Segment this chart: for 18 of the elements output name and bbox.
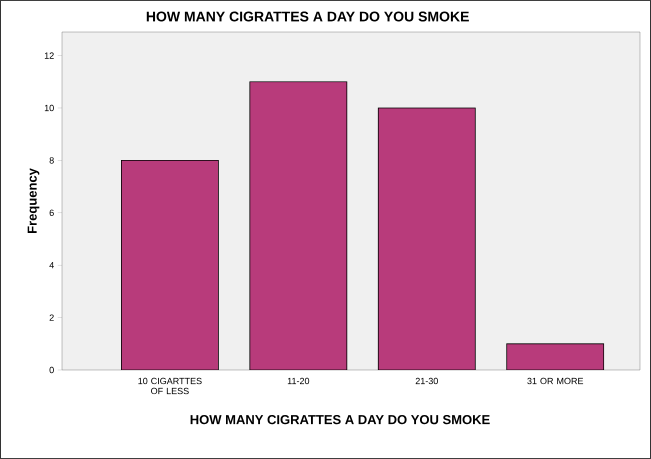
y-axis-title: Frequency: [28, 168, 40, 234]
bar: [120, 160, 219, 370]
chart-title: HOW MANY CIGRATTES A DAY DO YOU SMOKE: [146, 12, 469, 22]
y-tick-label: 0: [50, 366, 54, 374]
x-tick-label: 11-20: [288, 378, 310, 384]
y-tick-label: 2: [50, 314, 54, 321]
x-axis-title: HOW MANY CIGRATTES A DAY DO YOU SMOKE: [190, 415, 490, 424]
x-tick-label: 10 CIGARTTES OF LESS: [138, 378, 202, 394]
bar: [378, 108, 476, 370]
y-tick-label: 10: [44, 104, 54, 112]
bar: [249, 81, 348, 370]
y-tick-label: 4: [49, 262, 54, 268]
x-tick-label: 21-30: [416, 378, 438, 384]
bar: [506, 343, 604, 370]
y-tick-label: 8: [50, 157, 54, 164]
y-tick-label: 12: [44, 52, 54, 59]
y-tick-label: 6: [50, 210, 54, 216]
x-tick-label: 31 OR MORE: [527, 378, 584, 384]
